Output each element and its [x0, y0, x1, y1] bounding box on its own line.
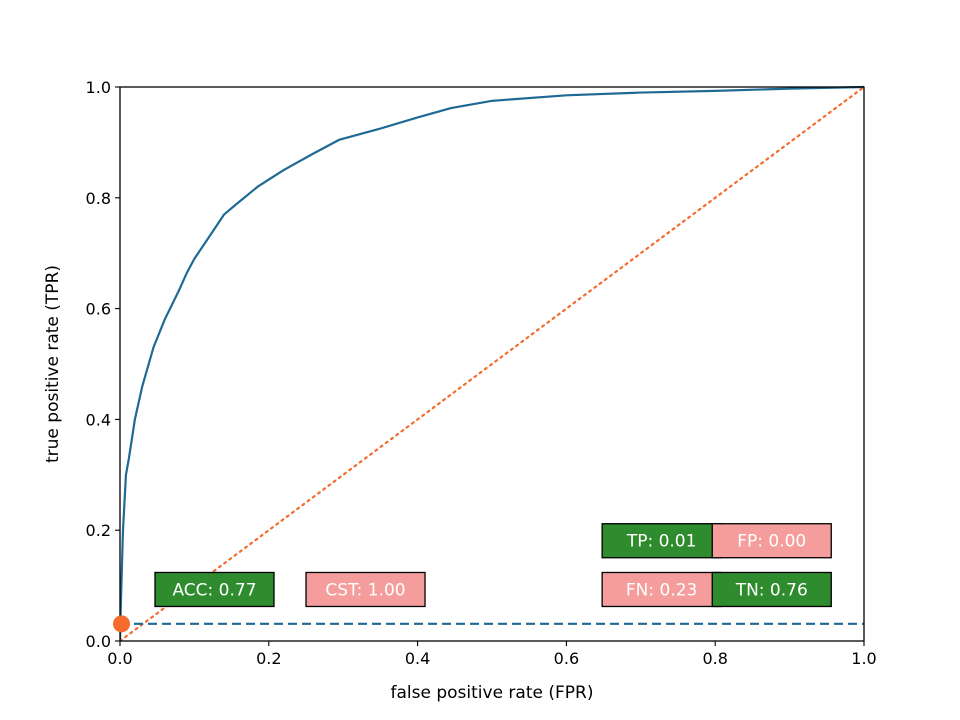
- annotation-label: TN: 0.76: [735, 580, 808, 600]
- annotation-background: [305, 571, 426, 608]
- annotation-box: FN: 0.23: [601, 571, 722, 608]
- annotation-label: FN: 0.23: [626, 580, 697, 600]
- annotation-label: FP: 0.00: [737, 532, 806, 552]
- x-tick-label: 0.0: [107, 649, 132, 668]
- annotation-background: [601, 571, 722, 608]
- annotation-boxes: ACC: 0.77 CST: 1.00 TP: 0.01 FP: 0.00 FN: 0.…: [154, 523, 832, 608]
- x-tick-label: 0.8: [702, 649, 727, 668]
- annotation-background: [711, 523, 832, 559]
- operating-point-marker: [112, 615, 130, 633]
- annotation-box: FP: 0.00: [711, 523, 832, 559]
- annotation-background: [154, 571, 275, 608]
- chance-diagonal: [120, 85, 864, 643]
- annotation-label: TP: 0.01: [626, 532, 697, 552]
- y-tick-label: 0.6: [86, 300, 111, 319]
- annotation-box: CST: 1.00: [305, 571, 426, 608]
- y-tick-label: 0.0: [86, 632, 111, 651]
- x-axis-label: false positive rate (FPR): [391, 683, 594, 703]
- y-tick-label: 0.8: [86, 189, 111, 208]
- x-tick-label: 0.4: [405, 649, 430, 668]
- x-tick-label: 0.2: [256, 649, 281, 668]
- annotation-box: TP: 0.01: [601, 523, 722, 559]
- annotation-box: ACC: 0.77: [154, 571, 275, 608]
- roc-curve: [120, 85, 864, 642]
- x-tick-label: 1.0: [851, 649, 876, 668]
- annotation-box: TN: 0.76: [711, 571, 832, 608]
- plot-area: [120, 85, 864, 643]
- plot-frame: [119, 86, 865, 642]
- annotation-label: ACC: 0.77: [172, 580, 256, 600]
- axis-ticks: 0.0 0.2 0.4 0.6 0.8 1.0 0.0 0.2 0.4 0.6 0.8 1.0: [86, 78, 877, 668]
- x-tick-label: 0.6: [554, 649, 579, 668]
- y-tick-label: 0.4: [86, 410, 111, 429]
- annotation-label: CST: 1.00: [325, 580, 405, 600]
- y-axis-label: true positive rate (TPR): [43, 265, 63, 463]
- annotation-background: [711, 571, 832, 608]
- annotation-background: [601, 523, 722, 559]
- y-tick-label: 1.0: [86, 78, 111, 97]
- y-tick-label: 0.2: [86, 521, 111, 540]
